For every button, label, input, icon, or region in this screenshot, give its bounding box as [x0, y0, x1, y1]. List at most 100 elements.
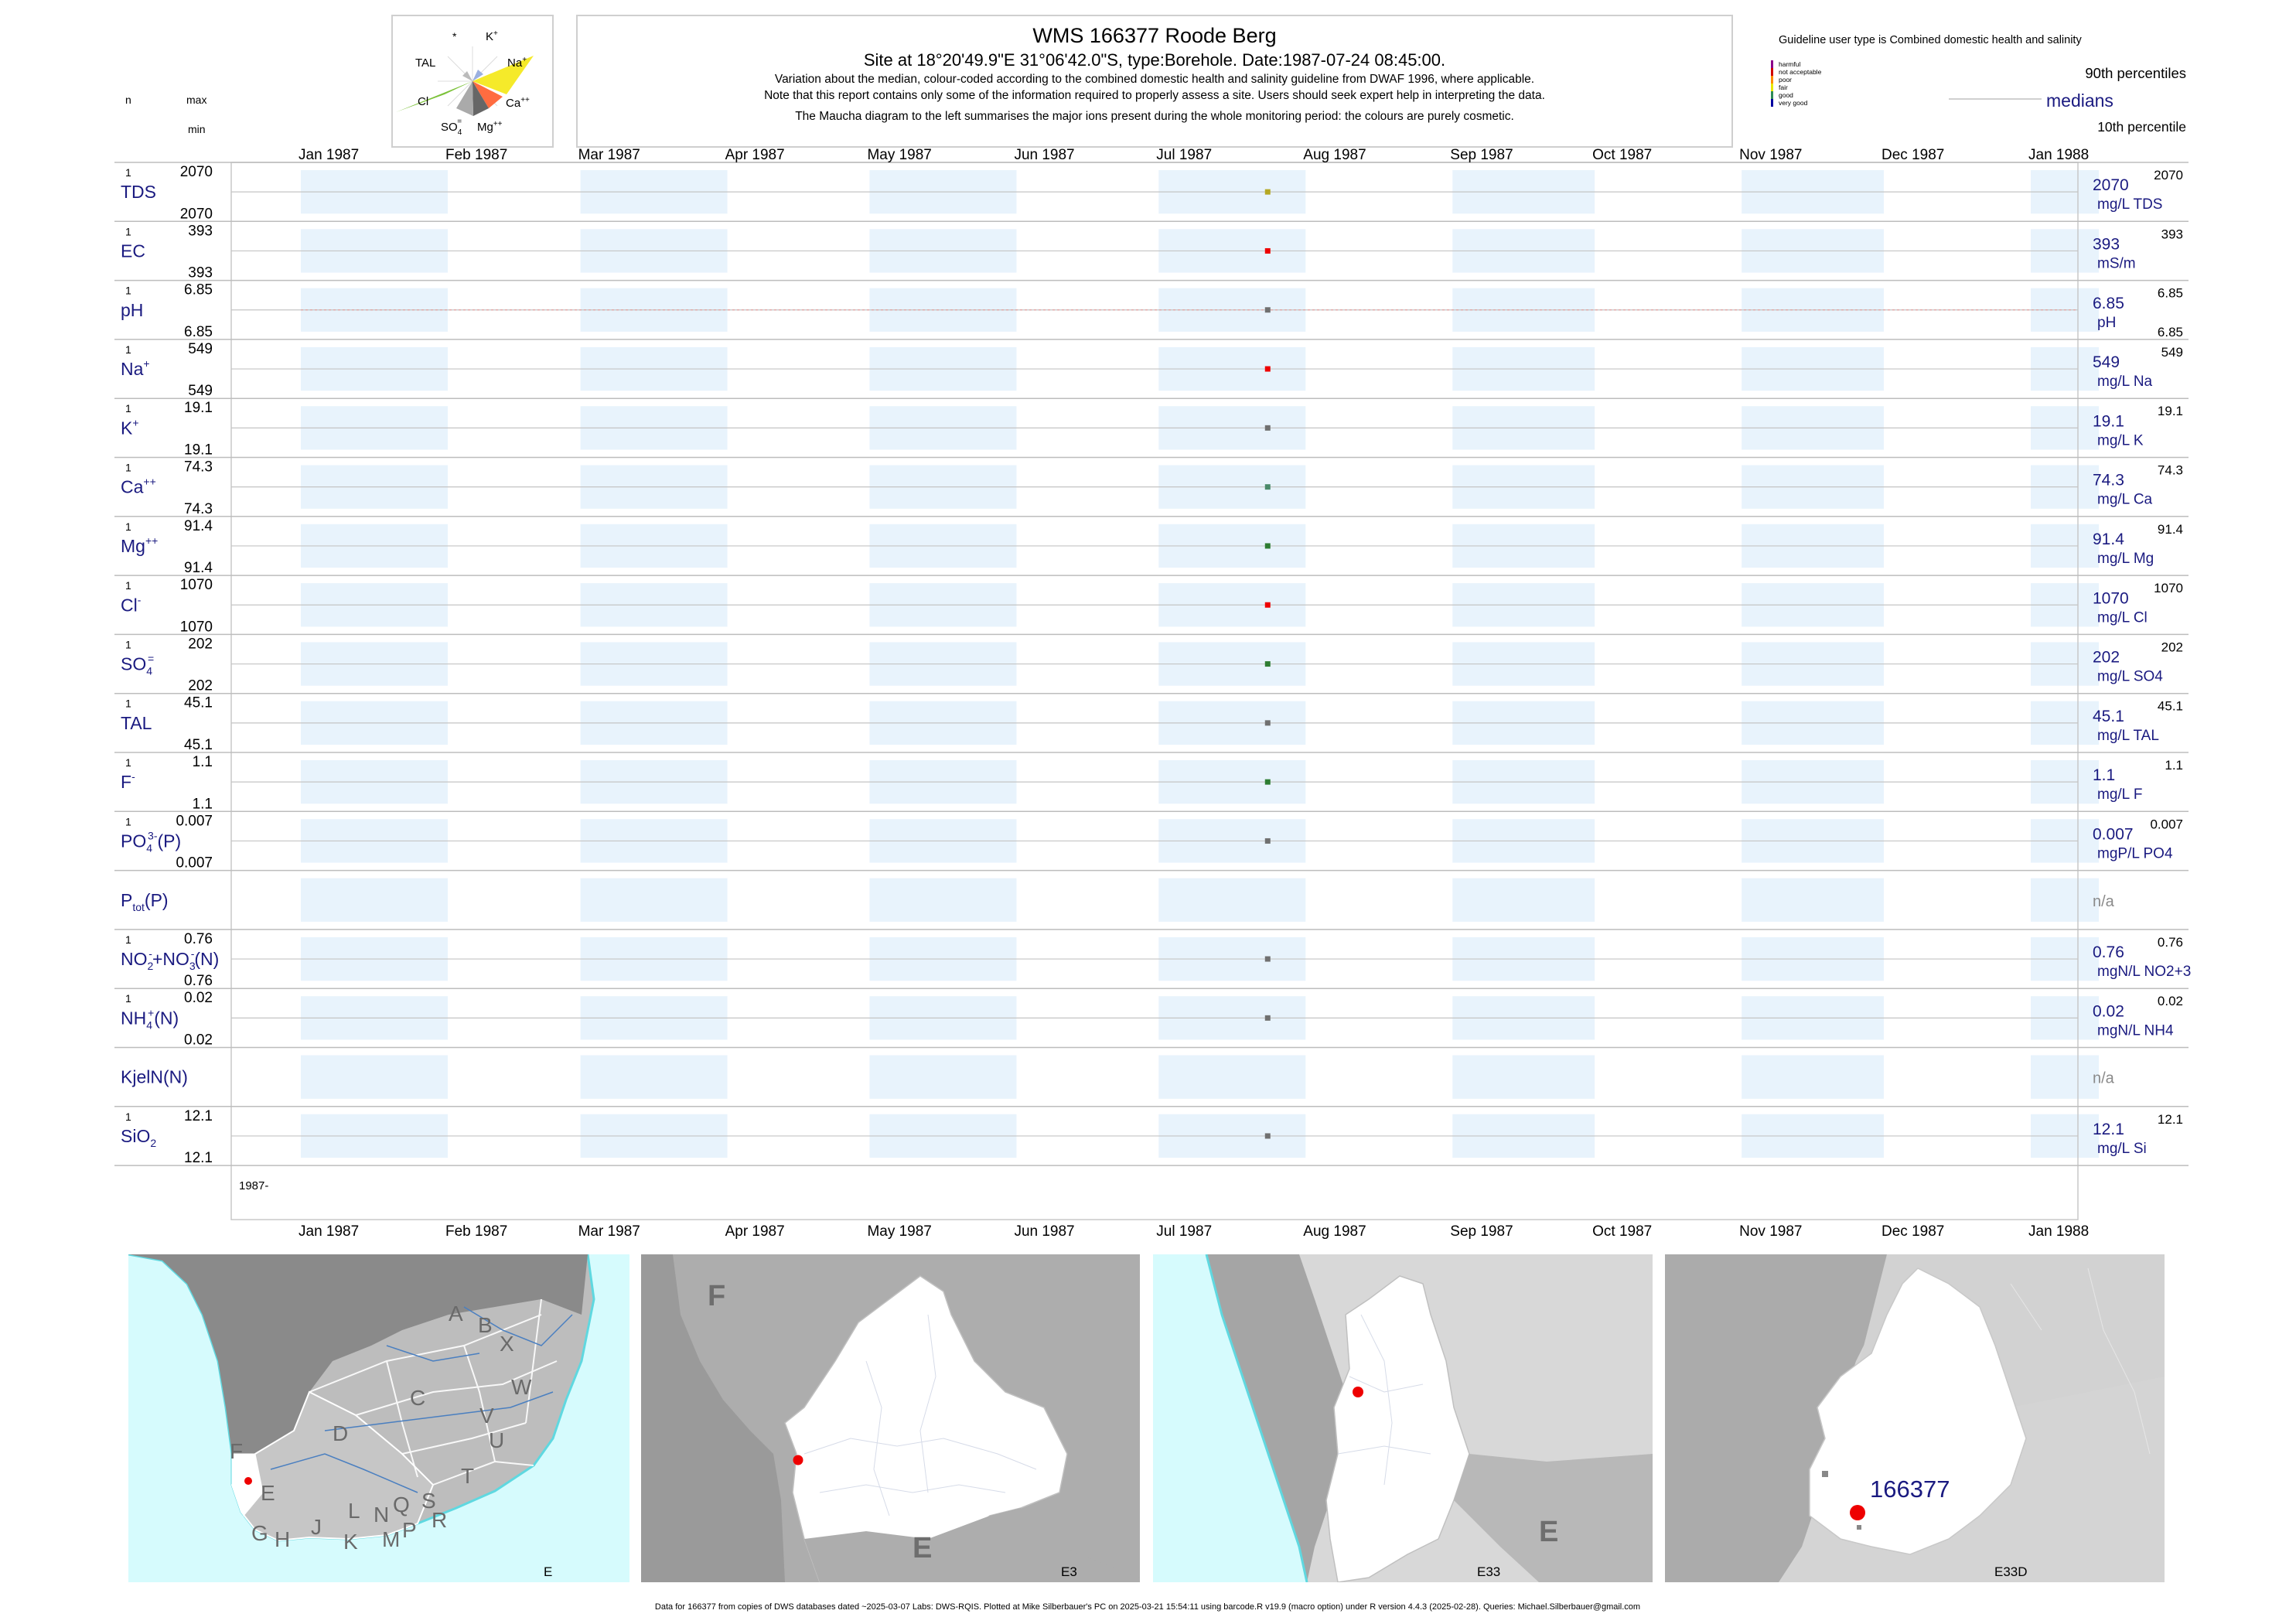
map1-region-label: W	[511, 1375, 532, 1399]
maucha-label-so4: SO4=	[441, 118, 462, 137]
param-min: 2070	[180, 206, 213, 222]
param-min: 202	[188, 678, 213, 694]
maucha-label-k: K+	[486, 29, 498, 43]
sample-point	[1264, 1015, 1271, 1021]
param-unit: mg/L K	[2097, 432, 2144, 449]
legend-color-swatch	[1771, 60, 1773, 68]
sample-point	[1264, 779, 1271, 785]
x-tick-label-top: Mar 1987	[578, 147, 640, 163]
param-max: 45.1	[184, 695, 213, 711]
param-label: F-	[121, 770, 135, 792]
sample-point	[1264, 307, 1271, 313]
param-median-value: 202	[2093, 649, 2120, 667]
param-n: 1	[125, 402, 131, 415]
map1-region-label: H	[275, 1527, 290, 1551]
year-label: 1987-	[239, 1179, 268, 1192]
sample-point	[1264, 543, 1271, 549]
month-band	[580, 1055, 728, 1099]
legend-color-swatch	[1771, 68, 1773, 76]
param-median-value: 393	[2093, 235, 2120, 253]
maucha-diagram: * K+ TAL Na+ Cl Ca++ SO4= Mg++	[396, 29, 534, 137]
map1-region-label: Q	[393, 1493, 410, 1517]
param-unit: mg/L Na	[2097, 374, 2153, 390]
map1-region-label: B	[478, 1313, 493, 1337]
key-n: n	[125, 94, 131, 106]
maucha-cl-wedge	[396, 81, 473, 112]
month-band	[301, 1055, 448, 1099]
maucha-label-cl: Cl	[418, 95, 428, 108]
month-band	[301, 878, 448, 922]
param-max: 0.007	[176, 813, 213, 829]
x-tick-label-top: Aug 1987	[1303, 147, 1366, 163]
sample-point	[1264, 247, 1271, 254]
key-min: min	[188, 123, 206, 135]
param-n: 1	[125, 698, 131, 710]
month-band	[869, 878, 1017, 922]
param-median-value: 0.007	[2093, 825, 2134, 843]
param-unit: mgN/L NO2+3	[2097, 964, 2191, 980]
x-tick-label-bottom: Jan 1987	[299, 1223, 359, 1240]
header-note-1: Variation about the median, colour-coded…	[775, 73, 1534, 86]
param-label: Mg++	[121, 534, 158, 556]
param-max: 74.3	[184, 459, 213, 476]
x-tick-label-bottom: May 1987	[867, 1223, 931, 1240]
x-tick-label-top: Nov 1987	[1739, 147, 1802, 163]
param-label: SO4=	[121, 653, 154, 677]
param-max: 6.85	[184, 282, 213, 299]
map1-region-label: P	[402, 1518, 417, 1542]
param-p90: 1.1	[2165, 758, 2183, 773]
param-na: n/a	[2093, 1070, 2115, 1087]
map1-region-label: M	[382, 1527, 400, 1551]
param-max: 1070	[180, 577, 213, 593]
param-max: 0.76	[184, 931, 213, 947]
param-label: Ptot(P)	[121, 890, 169, 913]
param-median-value: 12.1	[2093, 1121, 2124, 1138]
legend-color-swatch	[1771, 76, 1773, 84]
x-tick-label-top: Sep 1987	[1450, 147, 1513, 163]
param-min: 549	[188, 383, 213, 399]
param-min: 91.4	[184, 560, 213, 576]
sample-point	[1264, 720, 1271, 726]
x-tick-label-bottom: Sep 1987	[1450, 1223, 1513, 1240]
map-e33d: 166377 E33D	[1665, 1254, 2165, 1582]
x-tick-label-bottom: Dec 1987	[1881, 1223, 1944, 1240]
x-tick-label-bottom: Mar 1987	[578, 1223, 640, 1240]
param-n: 1	[125, 462, 131, 474]
x-tick-label-bottom: Aug 1987	[1303, 1223, 1366, 1240]
param-p90: 549	[2161, 345, 2183, 360]
param-max: 0.02	[184, 990, 213, 1006]
x-axis-top: Jan 1987 Feb 1987 Mar 1987 Apr 1987 May 1987…	[299, 147, 2089, 163]
param-unit: mg/L Ca	[2097, 492, 2153, 508]
legend-color-swatch	[1771, 91, 1773, 99]
param-max: 1.1	[193, 754, 213, 770]
month-band	[869, 1055, 1017, 1099]
map1-region-label: L	[348, 1499, 360, 1523]
footer-note: Data for 166377 from copies of DWS datab…	[655, 1602, 1640, 1612]
param-label: TAL	[121, 713, 152, 733]
param-min: 0.76	[184, 973, 213, 989]
map4-site-label: 166377	[1870, 1476, 1950, 1503]
param-min: 0.007	[176, 855, 213, 872]
page-subtitle: Site at 18°20'49.9"E 31°06'42.0"S, type:…	[864, 50, 1445, 70]
map1-region-label: E	[261, 1481, 275, 1505]
param-label: pH	[121, 300, 143, 320]
map1-region-label: D	[333, 1421, 348, 1445]
param-n: 1	[125, 285, 131, 297]
legend-class-label: good	[1779, 91, 1793, 99]
x-tick-label-top: Jul 1987	[1156, 147, 1212, 163]
maucha-na-wedge	[473, 56, 534, 94]
map3-site-marker	[1353, 1387, 1363, 1397]
param-unit: mg/L Cl	[2097, 609, 2148, 626]
x-axis-bottom: Jan 1987 Feb 1987 Mar 1987 Apr 1987 May 1987…	[299, 1223, 2089, 1240]
map2-region-F: F	[708, 1280, 725, 1312]
x-tick-label-bottom: Feb 1987	[445, 1223, 507, 1240]
map1-region-label: U	[489, 1428, 504, 1452]
param-min: 45.1	[184, 737, 213, 753]
param-unit: mgN/L NH4	[2097, 1022, 2174, 1039]
key-max: max	[186, 94, 206, 106]
month-band	[2031, 878, 2099, 922]
param-p90: 0.02	[2158, 994, 2183, 1008]
param-label: NH4+(N)	[121, 1006, 179, 1031]
